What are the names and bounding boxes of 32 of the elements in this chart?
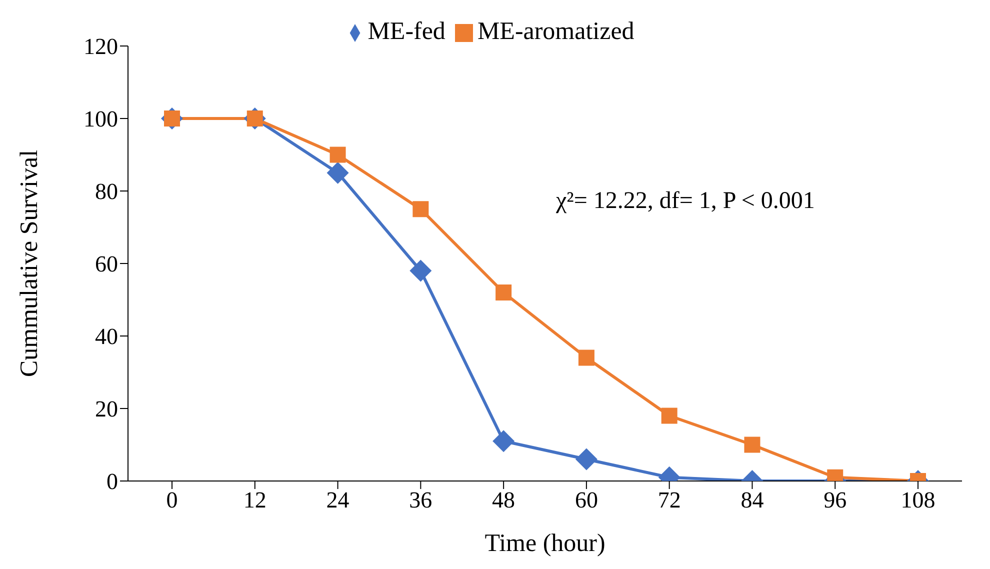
annotation: χ²= 12.22, df= 1, P < 0.001 <box>556 188 815 215</box>
point <box>492 430 515 452</box>
x-tick-label: 24 <box>326 487 350 512</box>
y-tick-label: 40 <box>95 324 118 350</box>
point <box>578 350 594 366</box>
x-tick-label: 36 <box>409 487 432 512</box>
x-tick-label: 84 <box>740 487 764 512</box>
y-axis-title: Cummulative Survival <box>16 150 43 378</box>
legend-label: ME-fed <box>368 18 446 45</box>
point <box>575 448 598 470</box>
point <box>496 284 512 300</box>
x-tick-label: 48 <box>492 487 516 512</box>
x-tick-label: 96 <box>824 487 847 512</box>
point <box>326 162 349 184</box>
y-tick-label: 80 <box>95 179 118 204</box>
x-tick-label: 12 <box>243 487 266 512</box>
y-tick-label: 120 <box>84 34 118 60</box>
y-tick-label: 60 <box>95 252 118 277</box>
point <box>412 201 429 218</box>
point <box>744 436 760 453</box>
point <box>410 260 432 282</box>
x-axis-title: Time (hour) <box>484 530 606 557</box>
x-tick-label: 0 <box>166 487 178 512</box>
legend-label: ME-aromatized <box>477 18 634 45</box>
x-tick-label: 60 <box>574 487 598 512</box>
y-tick-label: 100 <box>84 106 118 132</box>
x-tick-label: 108 <box>900 487 936 512</box>
point <box>330 146 346 163</box>
y-tick-label: 0 <box>106 469 118 494</box>
point <box>661 408 678 424</box>
y-tick-label: 20 <box>95 396 118 422</box>
x-tick-label: 72 <box>658 487 681 512</box>
